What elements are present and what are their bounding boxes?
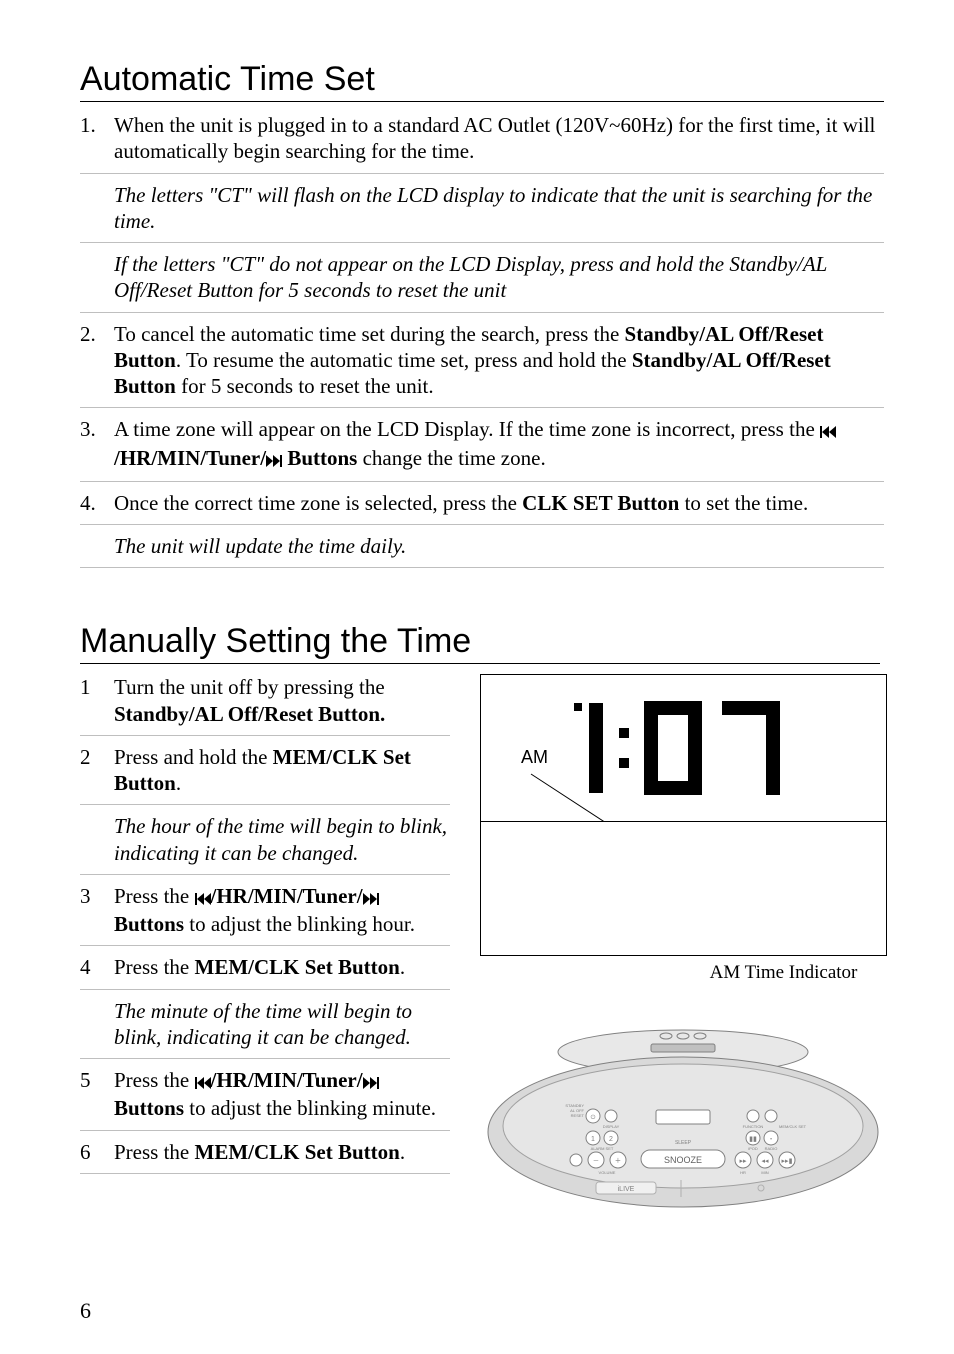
bold-text: CLK SET Button [522,491,679,515]
item-text: to adjust the blinking hour. [184,912,415,936]
bold-text: Buttons [114,1096,184,1120]
item-text: . [176,771,181,795]
svg-text:iLIVE: iLIVE [618,1186,635,1193]
bold-text: /HR/MIN/Tuner/ [211,1068,363,1092]
list-item: 4 Press the MEM/CLK Set Button. [80,946,450,989]
svg-text:ALARM SET: ALARM SET [591,1146,614,1151]
list-item: 2. To cancel the automatic time set duri… [80,313,884,409]
manual-time-list-cont2: 5 Press the /HR/MIN/Tuner/ Buttons to ad… [80,1059,450,1174]
item-text: . [400,1140,405,1164]
manual-time-list: 1 Turn the unit off by pressing the Stan… [80,666,450,805]
svg-text:iPOD: iPOD [748,1146,758,1151]
item-text: Press and hold the [114,745,273,769]
heading-automatic-time-set: Automatic Time Set [80,60,884,102]
list-item: 2 Press and hold the MEM/CLK Set Button. [80,736,450,806]
fastforward-icon [363,1069,379,1095]
item-text: Press the [114,955,195,979]
item-text: A time zone will appear on the LCD Displ… [114,417,820,441]
note-text: The unit will update the time daily. [80,525,884,568]
note-text: The minute of the time will begin to bli… [80,990,450,1060]
clock-digits [574,693,834,803]
bold-text: Standby/AL Off/Reset Button. [114,702,385,726]
list-item: 4. Once the correct time zone is selecte… [80,482,884,525]
svg-text:DISPLAY: DISPLAY [603,1124,620,1129]
bold-text: Buttons [282,446,357,470]
svg-text:1: 1 [591,1136,595,1143]
svg-text:RADIO: RADIO [765,1146,778,1151]
svg-text:▸▸▮: ▸▸▮ [782,1157,793,1165]
note-text: The letters "CT" will flash on the LCD d… [80,174,884,244]
svg-text:RESET: RESET [571,1113,585,1118]
item-text: Once the correct time zone is selected, … [114,491,522,515]
svg-text:+: + [615,1156,621,1167]
manual-time-list-cont: 3 Press the /HR/MIN/Tuner/ Buttons to ad… [80,875,450,990]
item-number: 6 [80,1139,91,1165]
item-text: to set the time. [679,491,808,515]
note-text: The hour of the time will begin to blink… [80,805,450,875]
fastforward-icon [363,885,379,911]
list-item: 6 Press the MEM/CLK Set Button. [80,1131,450,1174]
rewind-icon [820,418,836,444]
auto-time-list-cont: 2. To cancel the automatic time set duri… [80,313,884,526]
rewind-icon [195,1069,211,1095]
item-number: 4 [80,954,91,980]
lcd-display: AM [480,674,887,956]
svg-text:SNOOZE: SNOOZE [664,1155,702,1165]
item-text: to adjust the blinking minute. [184,1096,436,1120]
bold-text: /HR/MIN/Tuner/ [211,884,363,908]
item-text: Turn the unit off by pressing the [114,675,385,699]
svg-text:⏻: ⏻ [591,1114,596,1121]
list-item: 5 Press the /HR/MIN/Tuner/ Buttons to ad… [80,1059,450,1131]
item-text: change the time zone. [357,446,545,470]
svg-text:FUNCTION: FUNCTION [743,1124,764,1129]
svg-text:VOLUME: VOLUME [599,1170,616,1175]
item-text: Press the [114,1140,195,1164]
svg-text:MIN: MIN [761,1170,768,1175]
list-item: 1 Turn the unit off by pressing the Stan… [80,666,450,736]
auto-time-list: 1. When the unit is plugged in to a stan… [80,104,884,174]
device-illustration: SNOOZE SLEEP ⏻ STANDBY AL OFF RESET DISP… [480,1022,887,1227]
item-text: Press the [114,1068,195,1092]
note-text: If the letters "CT" do not appear on the… [80,243,884,313]
item-text: To cancel the automatic time set during … [114,322,625,346]
svg-text:•: • [770,1137,772,1143]
item-text: for 5 seconds to reset the unit. [176,374,434,398]
svg-text:MEM/CLK SET: MEM/CLK SET [779,1124,807,1129]
item-text: . [400,955,405,979]
bold-text: MEM/CLK Set Button [195,1140,400,1164]
svg-text:SLEEP: SLEEP [675,1140,692,1146]
item-text: Press the [114,884,195,908]
svg-text:◂◂: ◂◂ [761,1157,769,1165]
item-number: 4. [80,490,96,516]
item-number: 1 [80,674,91,700]
am-indicator: AM [521,747,548,768]
item-number: 1. [80,112,96,138]
svg-text:−: − [593,1156,599,1167]
item-text: When the unit is plugged in to a standar… [114,113,875,163]
svg-text:HR: HR [740,1170,746,1175]
item-number: 2 [80,744,91,770]
page-number: 6 [80,1298,91,1324]
item-number: 3 [80,883,91,909]
callout-label: AM Time Indicator [680,962,887,984]
item-text: . To resume the automatic time set, pres… [176,348,632,372]
list-item: 1. When the unit is plugged in to a stan… [80,104,884,174]
list-item: 3. A time zone will appear on the LCD Di… [80,408,884,482]
bold-text: Buttons [114,912,184,936]
rewind-icon [195,885,211,911]
bold-text: /HR/MIN/Tuner/ [114,446,266,470]
item-number: 5 [80,1067,91,1093]
svg-text:2: 2 [609,1136,613,1143]
item-number: 3. [80,416,96,442]
svg-text:▸▸: ▸▸ [739,1157,747,1165]
fastforward-icon [266,447,282,473]
list-item: 3 Press the /HR/MIN/Tuner/ Buttons to ad… [80,875,450,947]
bold-text: MEM/CLK Set Button [195,955,400,979]
svg-text:▮▮: ▮▮ [749,1135,757,1143]
item-number: 2. [80,321,96,347]
